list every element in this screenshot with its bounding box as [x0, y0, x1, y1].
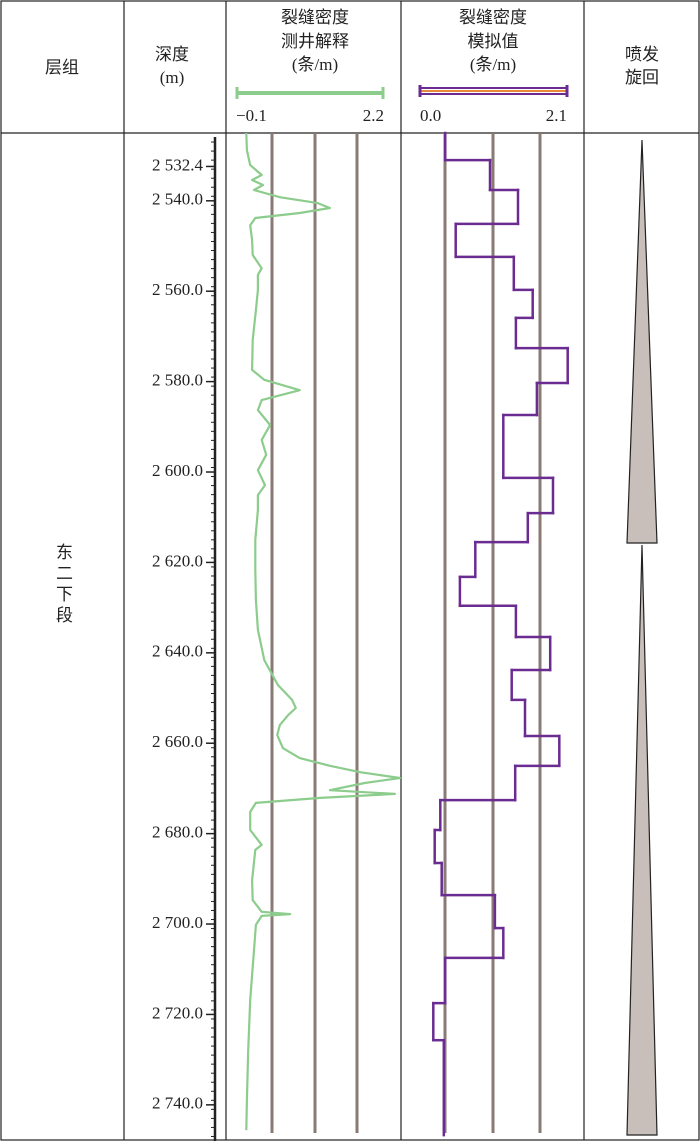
track-dividers	[270, 133, 542, 1133]
y-tick-label: 2 532.4	[152, 155, 204, 174]
legend-bars	[235, 85, 569, 99]
y-tick-label: 2 540.0	[152, 190, 203, 209]
track-title: 模拟值	[468, 32, 519, 52]
track-unit: (条/m)	[470, 55, 516, 74]
y-tick-label: 2 640.0	[152, 642, 203, 661]
cycle-triangle	[626, 544, 658, 1136]
x-tick-label: −0.1	[236, 106, 267, 125]
curve	[245, 132, 402, 1131]
cycle-header: 旋回	[625, 68, 659, 88]
depth-header: 深度	[155, 45, 189, 65]
y-tick-label: 2 660.0	[152, 732, 203, 751]
y-tick-label: 2 680.0	[152, 823, 203, 842]
y-tick-label: 2 600.0	[152, 461, 203, 480]
x-tick-label: 2.1	[546, 106, 567, 125]
x-tick-label: 2.2	[363, 106, 384, 125]
y-tick-label: 2 560.0	[152, 280, 203, 299]
y-tick-label: 2 700.0	[152, 913, 203, 932]
y-tick-label: 2 740.0	[152, 1094, 203, 1113]
x-tick-label: 0.0	[420, 106, 441, 125]
track-title: 裂缝密度	[281, 8, 349, 28]
y-tick-label: 2 580.0	[152, 371, 203, 390]
y-tick-label: 2 720.0	[152, 1003, 203, 1022]
track-unit: (条/m)	[292, 55, 338, 74]
eruption-cycles	[626, 139, 658, 1136]
formation-header: 层组	[45, 58, 79, 78]
y-tick-label: 2 620.0	[152, 551, 203, 570]
depth-unit: (m)	[160, 68, 185, 87]
cycle-header: 喷发	[625, 45, 659, 65]
track-title: 测井解释	[281, 32, 349, 52]
formation-label: 东二下段	[52, 543, 73, 627]
track-title: 裂缝密度	[459, 8, 527, 28]
cycle-triangle	[626, 139, 658, 544]
